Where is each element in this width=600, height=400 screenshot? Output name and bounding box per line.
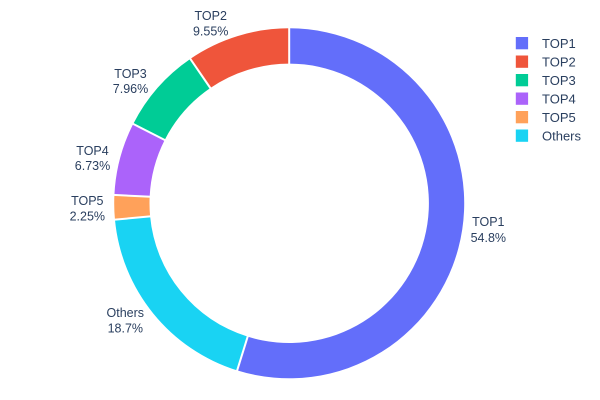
svg-text:Others: Others — [542, 128, 582, 143]
svg-text:TOP5: TOP5 — [542, 110, 576, 125]
svg-text:2.25%: 2.25% — [70, 209, 105, 223]
svg-text:54.8%: 54.8% — [471, 231, 506, 245]
svg-text:TOP1: TOP1 — [472, 215, 504, 229]
svg-text:18.7%: 18.7% — [108, 321, 143, 335]
svg-text:Others: Others — [107, 306, 145, 320]
svg-text:6.73%: 6.73% — [75, 159, 110, 173]
svg-text:7.96%: 7.96% — [113, 82, 148, 96]
svg-text:TOP3: TOP3 — [542, 73, 576, 88]
svg-text:9.55%: 9.55% — [193, 24, 228, 38]
svg-text:TOP4: TOP4 — [542, 91, 576, 106]
svg-text:TOP2: TOP2 — [194, 9, 226, 23]
svg-text:TOP2: TOP2 — [542, 54, 576, 69]
svg-text:TOP3: TOP3 — [114, 67, 146, 81]
svg-text:TOP1: TOP1 — [542, 36, 576, 51]
svg-text:TOP5: TOP5 — [71, 194, 103, 208]
svg-text:TOP4: TOP4 — [76, 144, 108, 158]
